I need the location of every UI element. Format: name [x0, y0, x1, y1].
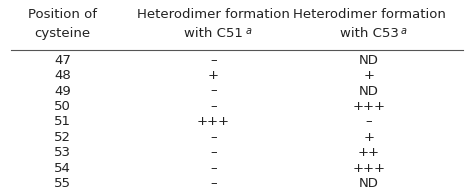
Text: a: a — [401, 26, 407, 36]
Text: 54: 54 — [54, 162, 71, 175]
Text: –: – — [210, 146, 217, 160]
Text: –: – — [210, 84, 217, 98]
Text: –: – — [365, 115, 372, 129]
Text: cysteine: cysteine — [35, 27, 91, 40]
Text: –: – — [210, 131, 217, 144]
Text: –: – — [210, 100, 217, 113]
Text: ND: ND — [359, 53, 379, 67]
Text: with C53: with C53 — [339, 27, 398, 40]
Text: 53: 53 — [54, 146, 71, 160]
Text: ++: ++ — [358, 146, 380, 160]
Text: –: – — [210, 53, 217, 67]
Text: 50: 50 — [54, 100, 71, 113]
Text: 51: 51 — [54, 115, 71, 129]
Text: Heterodimer formation: Heterodimer formation — [292, 8, 446, 21]
Text: +++: +++ — [353, 100, 385, 113]
Text: 48: 48 — [54, 69, 71, 82]
Text: 55: 55 — [54, 177, 71, 189]
Text: 47: 47 — [54, 53, 71, 67]
Text: –: – — [210, 162, 217, 175]
Text: 52: 52 — [54, 131, 71, 144]
Text: +: + — [364, 69, 374, 82]
Text: 49: 49 — [54, 84, 71, 98]
Text: with C51: with C51 — [184, 27, 243, 40]
Text: ND: ND — [359, 84, 379, 98]
Text: Position of: Position of — [28, 8, 97, 21]
Text: +: + — [208, 69, 219, 82]
Text: a: a — [246, 26, 252, 36]
Text: +++: +++ — [197, 115, 230, 129]
Text: ND: ND — [359, 177, 379, 189]
Text: Heterodimer formation: Heterodimer formation — [137, 8, 290, 21]
Text: –: – — [210, 177, 217, 189]
Text: +: + — [364, 131, 374, 144]
Text: +++: +++ — [353, 162, 385, 175]
